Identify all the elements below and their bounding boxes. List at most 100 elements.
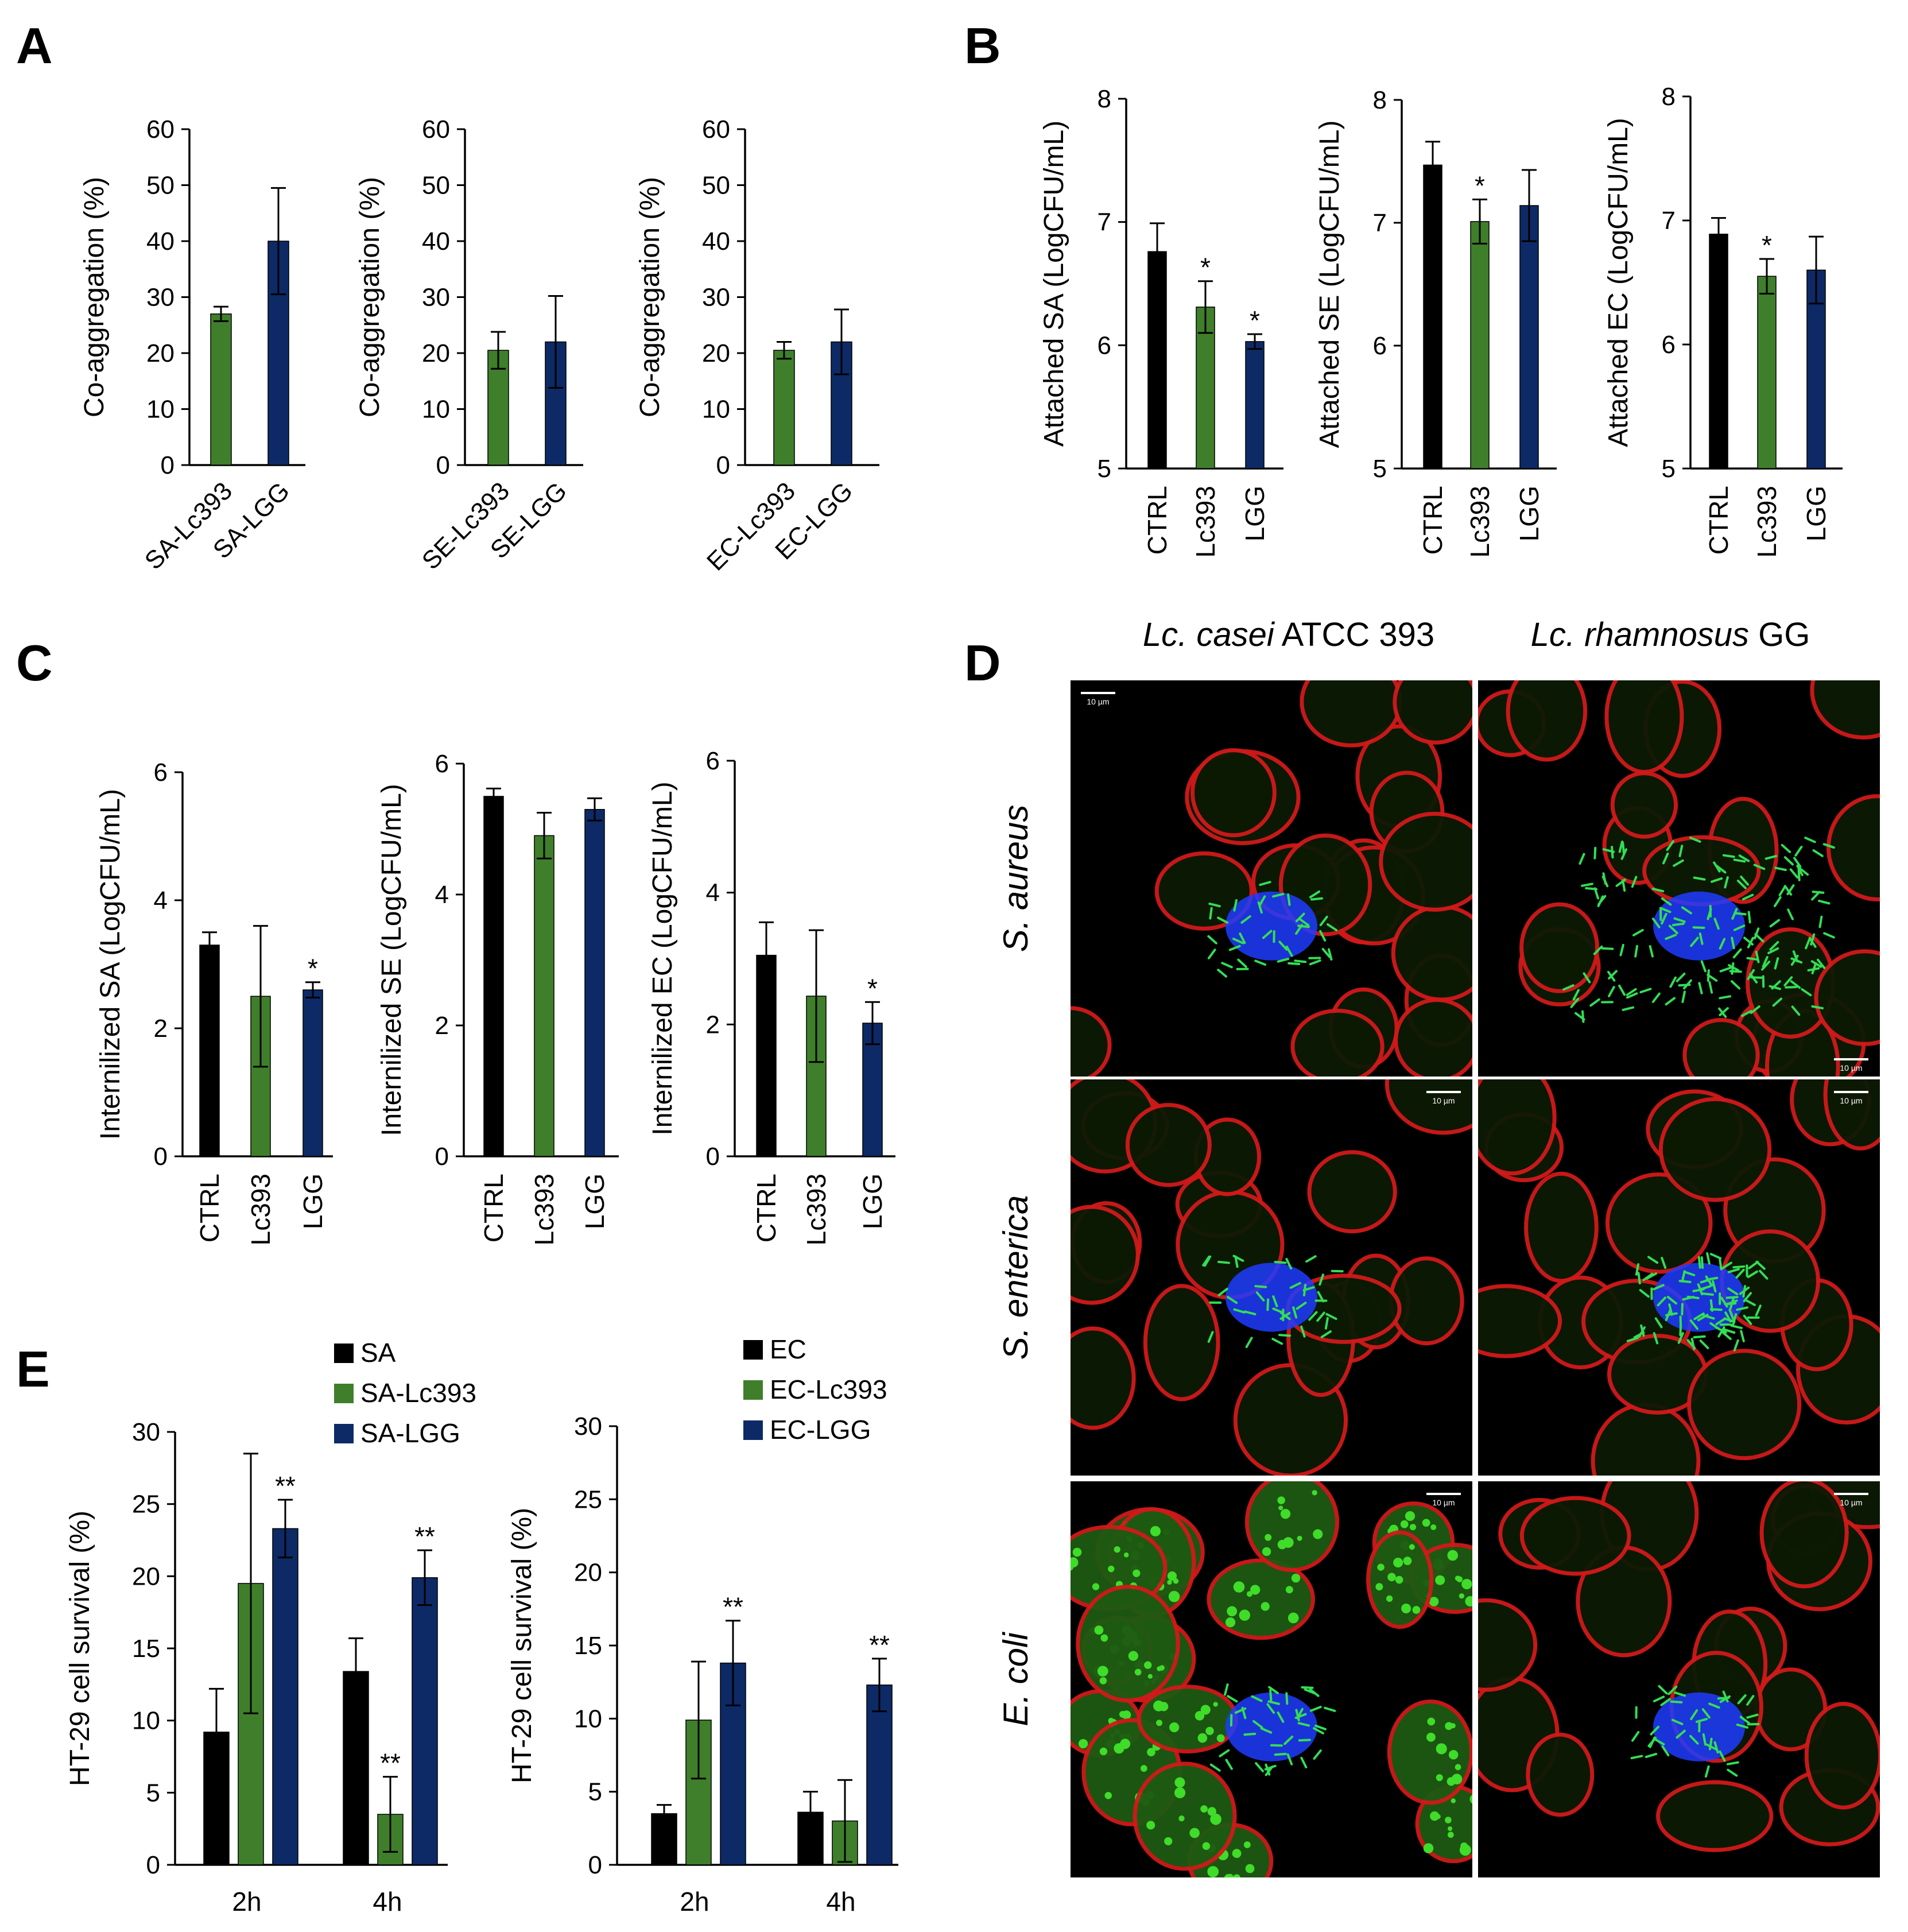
green-granule [1213, 1702, 1218, 1707]
bacteria-rod [1324, 1706, 1336, 1712]
bacteria-rod [1219, 1749, 1230, 1757]
bacteria-rod [1665, 934, 1677, 940]
bacteria-rod [1296, 1302, 1307, 1310]
bacteria-rod [1732, 948, 1742, 959]
y-tick-label: 50 [146, 172, 174, 200]
bacteria-rod [1666, 840, 1674, 851]
bacteria-rod [1739, 1286, 1750, 1295]
bacteria-rod [1783, 856, 1794, 866]
y-tick-label: 50 [702, 172, 730, 200]
green-granule [1250, 1585, 1261, 1595]
bacteria-rod [1661, 1257, 1667, 1269]
green-granule [1239, 1609, 1250, 1621]
bacteria-rod [1618, 840, 1624, 853]
bacteria-rod [1285, 945, 1293, 957]
bacteria-rod [1708, 981, 1713, 994]
green-granule [1167, 1579, 1172, 1585]
y-tick-label: 25 [574, 1485, 602, 1513]
green-granule [1122, 1710, 1131, 1720]
bacteria-rod [1301, 1686, 1314, 1689]
panel-letter-d: D [964, 634, 1001, 691]
bacteria-rod [1708, 1737, 1713, 1751]
bacteria-rod [1287, 893, 1291, 906]
y-tick-label: 10 [574, 1705, 602, 1733]
bacteria-rod [1769, 941, 1779, 951]
bar [1709, 234, 1728, 469]
legend-label: EC-LGG [770, 1415, 871, 1445]
green-granule [1285, 1586, 1293, 1594]
bar [303, 989, 323, 1157]
bacteria-rod [1733, 1339, 1739, 1352]
green-granule [1167, 1571, 1177, 1581]
bacteria-rod [1808, 936, 1817, 948]
y-tick-label: 0 [154, 1143, 168, 1171]
y-tick-label: 8 [1662, 83, 1676, 111]
bacteria-rod [1783, 885, 1793, 896]
x-tick-label: CTRL [195, 1174, 224, 1242]
bacteria-rod [1631, 876, 1638, 888]
micrograph-content [1071, 1079, 1472, 1476]
scale-bar-label: 10 µm [1840, 1063, 1862, 1073]
cell-membrane [1307, 1150, 1397, 1234]
y-tick-label: 40 [146, 227, 174, 255]
bacteria-rod [1325, 1312, 1337, 1321]
bacteria-rod [1570, 997, 1580, 1008]
cell-membrane [1154, 851, 1254, 931]
y-tick-label: 60 [702, 115, 730, 144]
bacteria-rod [1740, 1009, 1752, 1017]
bacteria-rod [1790, 957, 1803, 964]
bacteria-rod [1630, 1755, 1643, 1760]
x-tick-label: LGG [1240, 486, 1270, 541]
x-tick-label: 2h [232, 1887, 261, 1916]
green-granule [1157, 1666, 1162, 1671]
bacteria-rod [1667, 1685, 1678, 1695]
bacteria-rod [1316, 1311, 1325, 1322]
bacteria-rod [1589, 998, 1600, 1007]
bacteria-rod [1726, 1761, 1739, 1765]
bacteria-rod [1671, 1718, 1684, 1725]
bacteria-rod [1724, 1302, 1737, 1306]
cell-membrane [1478, 1079, 1557, 1176]
bacteria-rod [1241, 1706, 1247, 1720]
significance-label: ** [380, 1748, 401, 1778]
green-granule [1233, 1874, 1240, 1877]
bacteria-rod [1769, 985, 1781, 990]
bacteria-rod [1719, 966, 1732, 973]
green-granule [1312, 1490, 1317, 1496]
bacteria-rod [1285, 1692, 1289, 1705]
green-granule [1400, 1520, 1409, 1528]
bacteria-rod [1298, 917, 1310, 927]
y-tick-label: 10 [132, 1707, 160, 1735]
bacteria-rod [1731, 936, 1735, 950]
bacteria-rod [1608, 986, 1615, 997]
green-granule [1094, 1625, 1104, 1635]
bacteria-rod [1742, 893, 1754, 901]
green-granule [1189, 1828, 1200, 1838]
bacteria-rod [1746, 1695, 1755, 1706]
chart-e-11: 0 5 10 15 20 25 30 HT-29 cell survival (%) ** 2h *… [507, 1334, 898, 1916]
y-tick-label: 30 [574, 1412, 602, 1441]
bacteria-rod [1659, 907, 1672, 913]
micrograph-content [1478, 1079, 1880, 1476]
bacteria-rod [1289, 1281, 1301, 1289]
green-granule [1245, 1864, 1255, 1873]
chart-b-5: 5 6 7 8 Attached SE (LogCFU/mL) CTRL * Lc393 LGG [1314, 86, 1557, 557]
bacteria-rod [1207, 948, 1216, 959]
green-granule [1128, 1651, 1138, 1661]
green-granule [1447, 1832, 1454, 1838]
bacteria-rod [1705, 1275, 1713, 1287]
y-tick-label: 20 [132, 1562, 160, 1590]
scale-bar-label: 10 µm [1087, 697, 1109, 706]
bacteria-rod [1740, 876, 1750, 886]
bacteria-rod [1702, 1733, 1707, 1746]
legend-swatch [743, 1340, 763, 1360]
bacteria-rod [1651, 917, 1661, 928]
y-tick-label: 60 [422, 115, 450, 144]
bacteria-rod [1265, 1763, 1271, 1776]
bacteria-rod [1711, 877, 1723, 883]
scale-bar-label: 10 µm [1432, 1498, 1455, 1507]
bacteria-rod [1718, 1007, 1727, 1018]
bacteria-rod [1747, 969, 1755, 981]
y-tick-label: 0 [706, 1143, 720, 1171]
bacteria-rod [1722, 1690, 1729, 1703]
